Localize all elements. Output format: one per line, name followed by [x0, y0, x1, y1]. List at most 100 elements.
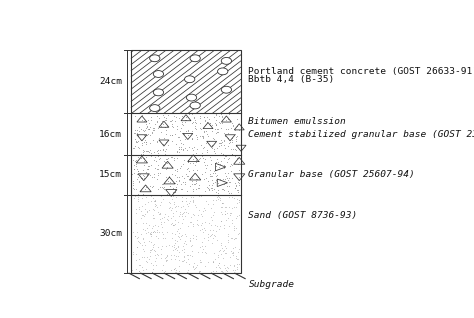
- Point: [227, 190, 235, 196]
- Point: [235, 127, 243, 132]
- Point: [188, 243, 196, 248]
- Point: [144, 132, 151, 137]
- Point: [219, 204, 226, 209]
- Point: [166, 200, 173, 205]
- Point: [185, 144, 192, 149]
- Point: [170, 155, 177, 160]
- Point: [236, 159, 243, 164]
- Point: [149, 127, 156, 132]
- Point: [152, 197, 159, 202]
- Point: [216, 260, 223, 265]
- Point: [142, 141, 150, 146]
- Point: [169, 223, 177, 228]
- Point: [206, 233, 214, 238]
- Point: [213, 122, 220, 128]
- Point: [192, 157, 200, 162]
- Point: [221, 251, 228, 256]
- Point: [229, 251, 237, 256]
- Point: [136, 206, 143, 211]
- Point: [177, 204, 184, 209]
- Point: [218, 140, 225, 145]
- Point: [143, 266, 150, 271]
- Point: [148, 154, 155, 159]
- Point: [200, 160, 207, 165]
- Point: [181, 182, 189, 187]
- Point: [175, 146, 183, 151]
- Point: [138, 140, 146, 145]
- Point: [169, 133, 176, 138]
- Point: [139, 191, 147, 196]
- Point: [230, 204, 237, 210]
- Point: [169, 185, 177, 190]
- Point: [139, 128, 147, 133]
- Point: [180, 258, 188, 263]
- Point: [236, 199, 243, 204]
- Point: [149, 184, 156, 190]
- Point: [175, 264, 183, 269]
- Point: [173, 155, 181, 160]
- Point: [143, 173, 151, 178]
- Point: [218, 120, 226, 125]
- Point: [210, 259, 217, 265]
- Point: [191, 116, 198, 121]
- Point: [190, 186, 197, 191]
- Point: [227, 254, 234, 259]
- Point: [132, 186, 140, 191]
- Point: [160, 161, 168, 166]
- Point: [140, 254, 148, 259]
- Point: [223, 175, 230, 180]
- Point: [184, 224, 191, 229]
- Point: [182, 120, 189, 125]
- Point: [183, 189, 191, 194]
- Point: [131, 144, 138, 149]
- Point: [149, 242, 157, 247]
- Point: [209, 122, 216, 127]
- Point: [136, 256, 143, 261]
- Point: [132, 257, 140, 262]
- Point: [196, 259, 203, 264]
- Point: [185, 112, 193, 117]
- Point: [130, 166, 137, 171]
- Point: [140, 167, 147, 172]
- Point: [163, 217, 171, 222]
- Point: [195, 185, 203, 190]
- Point: [208, 188, 216, 193]
- Point: [234, 190, 242, 195]
- Point: [212, 264, 220, 269]
- Point: [221, 243, 229, 248]
- Point: [191, 182, 199, 187]
- Point: [234, 188, 242, 193]
- Point: [147, 232, 155, 237]
- Point: [204, 235, 212, 240]
- Point: [154, 245, 162, 250]
- Point: [171, 266, 178, 271]
- Point: [153, 204, 161, 210]
- Point: [161, 255, 169, 260]
- Point: [174, 233, 182, 238]
- Point: [140, 173, 148, 178]
- Point: [173, 248, 181, 253]
- Circle shape: [221, 86, 231, 93]
- Point: [203, 162, 210, 168]
- Point: [166, 184, 173, 189]
- Point: [199, 246, 207, 251]
- Point: [156, 211, 164, 217]
- Point: [190, 189, 197, 194]
- Point: [171, 190, 178, 195]
- Point: [216, 176, 223, 181]
- Point: [176, 225, 184, 230]
- Point: [201, 163, 209, 168]
- Point: [145, 229, 152, 234]
- Point: [130, 186, 138, 191]
- Point: [173, 268, 180, 273]
- Point: [130, 167, 138, 172]
- Point: [212, 112, 220, 117]
- Point: [235, 261, 243, 266]
- Point: [231, 267, 239, 272]
- Point: [184, 127, 192, 132]
- Point: [231, 147, 239, 152]
- Point: [210, 233, 218, 238]
- Point: [189, 195, 196, 200]
- Point: [175, 250, 182, 255]
- Point: [159, 185, 166, 190]
